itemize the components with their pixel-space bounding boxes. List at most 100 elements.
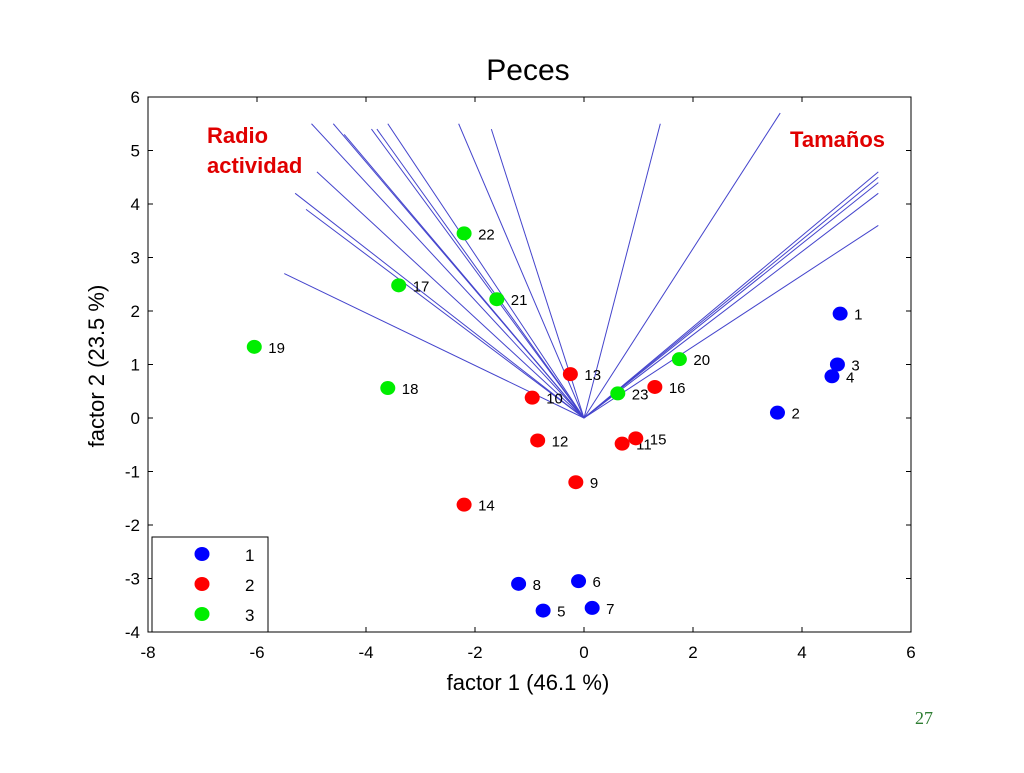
loading-vectors [284,112,879,419]
point-label: 17 [413,278,430,295]
data-point [614,436,630,451]
point-label: 6 [593,574,601,591]
loading-vector [305,208,585,419]
data-point [647,379,663,394]
y-tick-label: -2 [125,516,140,535]
data-point [769,405,785,420]
point-label: 19 [268,340,285,357]
y-tick-label: 4 [131,195,140,214]
y-axis-label: factor 2 (23.5 %) [84,285,109,448]
legend-marker [194,607,210,621]
y-tick-label: 5 [131,142,140,161]
x-tick-label: -4 [358,643,373,662]
y-tick-label: 3 [131,249,140,268]
x-tick-label: 0 [579,643,588,662]
annotation-text: actividad [207,153,302,178]
loading-vector [387,123,585,419]
point-label: 13 [584,367,601,384]
x-tick-label: 6 [906,643,915,662]
point-label: 21 [511,292,528,309]
x-tick-label: 2 [688,643,697,662]
data-point [571,574,587,589]
point-label: 5 [557,604,565,621]
data-point [562,367,578,382]
point-label: 7 [606,601,614,618]
point-label: 18 [402,381,419,398]
data-point [511,576,527,591]
data-point [832,306,848,321]
loading-vector [583,182,879,419]
data-point [610,386,626,401]
point-label: 20 [693,352,710,369]
data-point [391,278,407,293]
data-point [530,433,546,448]
data-point [584,600,600,615]
annotation-text: Radio [207,123,268,148]
loading-vector [371,128,585,419]
data-point [829,357,845,372]
page-number: 27 [915,708,933,728]
loading-vector [311,123,585,419]
data-point [671,352,687,367]
point-label: 10 [546,391,563,408]
point-label: 1 [854,307,862,324]
loading-vector [583,171,879,419]
data-point [824,369,840,384]
legend-marker [194,577,210,591]
x-tick-label: -2 [467,643,482,662]
y-tick-label: 0 [131,409,140,428]
loading-vector [583,112,781,419]
annotations: Radio actividad Tamaños [207,123,885,178]
legend-label: 2 [245,576,254,595]
x-axis-label: factor 1 (46.1 %) [447,670,610,695]
loading-vector [316,171,585,419]
data-point [380,381,396,396]
point-label: 14 [478,498,495,515]
legend: 1 2 3 [151,536,269,633]
data-point [456,497,472,512]
point-label: 12 [552,433,569,450]
point-label: 23 [632,386,649,403]
y-tick-label: -4 [125,623,140,642]
y-tick-label: -3 [125,570,140,589]
point-label: 8 [533,577,541,594]
point-label: 15 [650,431,667,448]
data-point [489,292,505,307]
point-label: 22 [478,226,495,243]
loading-vector [583,123,661,419]
data-point [456,226,472,241]
point-label: 9 [590,475,598,492]
y-tick-label: 1 [131,356,140,375]
loading-vector [458,123,585,419]
y-tick-label: -1 [125,463,140,482]
data-point [628,431,644,446]
legend-label: 1 [245,546,254,565]
x-tick-label: -8 [140,643,155,662]
y-tick-label: 2 [131,302,140,321]
annotation-text: Tamaños [790,127,885,152]
point-label: 16 [669,380,686,397]
legend-box [151,536,269,633]
point-label: 4 [846,369,854,386]
point-label: 2 [791,406,799,423]
legend-label: 3 [245,606,254,625]
legend-marker [194,547,210,561]
data-point [568,475,584,490]
point-label: 3 [851,358,859,375]
loading-vector [343,134,585,419]
data-point [535,603,551,618]
y-tick-label: 6 [131,88,140,107]
loading-vector [583,176,879,419]
loading-vector [294,192,585,419]
data-point [246,339,262,354]
data-point [524,390,540,405]
x-tick-label: -6 [249,643,264,662]
loading-vector [583,224,879,419]
loading-vector [376,128,585,419]
chart-title: Peces [486,54,569,87]
x-tick-label: 4 [797,643,806,662]
